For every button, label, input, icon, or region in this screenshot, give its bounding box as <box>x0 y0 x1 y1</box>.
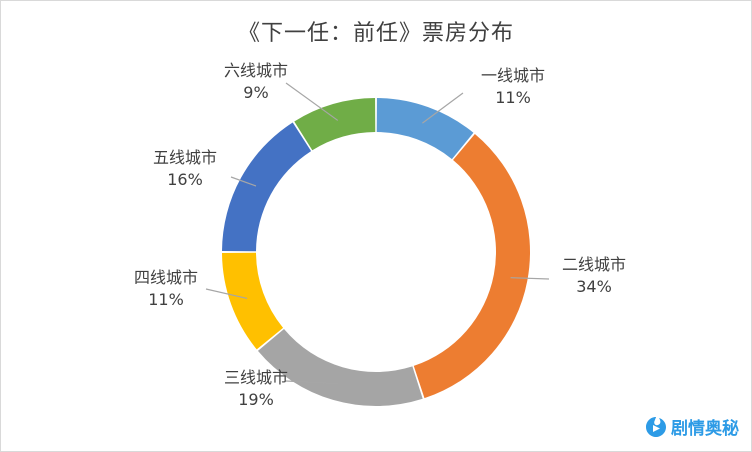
value-label-3: 19% <box>238 390 274 409</box>
slice-5 <box>222 122 312 252</box>
leader-line-4 <box>205 288 248 299</box>
value-label-2: 34% <box>576 277 612 296</box>
slice-2 <box>413 133 530 399</box>
leader-line-2 <box>510 277 550 280</box>
watermark-text: 剧情奥秘 <box>671 419 739 439</box>
slice-4 <box>222 252 284 350</box>
value-label-4: 11% <box>148 290 184 309</box>
value-label-6: 9% <box>243 83 268 102</box>
slice-1 <box>376 98 474 160</box>
category-label-4: 四线城市 <box>134 268 198 287</box>
chart-title: 《下一任：前任》票房分布 <box>237 21 514 46</box>
category-label-1: 一线城市 <box>481 66 545 85</box>
value-label-1: 11% <box>495 88 531 107</box>
slice-3 <box>257 329 423 406</box>
leader-line-3 <box>285 380 338 385</box>
category-label-3: 三线城市 <box>224 368 288 387</box>
leader-line-5 <box>230 176 257 187</box>
leader-line-1 <box>422 92 464 124</box>
play-logo-icon <box>646 416 666 437</box>
category-label-5: 五线城市 <box>153 148 217 167</box>
watermark: 剧情奥秘 <box>645 414 739 439</box>
slice-6 <box>294 98 376 151</box>
value-label-5: 16% <box>167 170 203 189</box>
category-label-2: 二线城市 <box>562 255 626 274</box>
leader-line-6 <box>285 82 339 121</box>
category-label-6: 六线城市 <box>224 61 288 80</box>
